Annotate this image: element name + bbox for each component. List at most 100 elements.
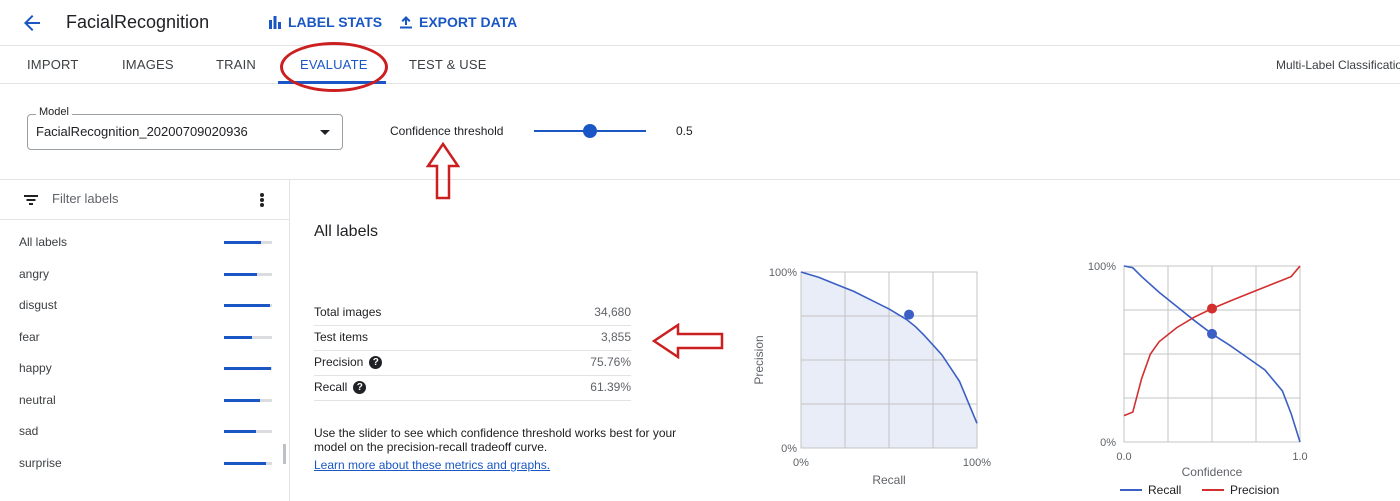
export-data-label: EXPORT DATA: [419, 14, 518, 30]
slider-thumb[interactable]: [583, 124, 597, 138]
metric-value: 75.76%: [590, 355, 631, 369]
tab-import[interactable]: IMPORT: [27, 57, 79, 72]
series-line-precision: [1123, 265, 1301, 417]
evaluate-tab-highlight-annotation: [280, 42, 388, 92]
more-vert-icon[interactable]: [257, 191, 267, 209]
label-score-bar: [224, 430, 272, 433]
label-name: surprise: [19, 456, 62, 470]
learn-more-link[interactable]: Learn more about these metrics and graph…: [314, 458, 551, 472]
y-axis-label: Precision: [752, 335, 766, 384]
tab-images[interactable]: IMAGES: [122, 57, 174, 72]
label-score-bar: [224, 462, 272, 465]
model-select-label: Model: [36, 106, 72, 118]
confidence-threshold-label: Confidence threshold: [390, 124, 504, 138]
tab-test-and-use[interactable]: TEST & USE: [409, 57, 487, 72]
label-score-fill: [224, 304, 271, 307]
precision-recall-chart: 100% 0% 0% 100% Recall Precision: [752, 267, 991, 487]
metric-value: 61.39%: [590, 380, 631, 394]
label-row-disgust[interactable]: disgust: [0, 292, 285, 320]
label-row-angry[interactable]: angry: [0, 261, 285, 289]
export-data-button[interactable]: EXPORT DATA: [399, 14, 517, 30]
metric-name: Precision?: [314, 355, 383, 369]
label-row-all-labels[interactable]: All labels: [0, 229, 285, 257]
label-score-fill: [224, 430, 256, 433]
help-icon[interactable]: ?: [369, 355, 383, 369]
x-axis-label: Confidence: [1182, 465, 1243, 479]
tab-train[interactable]: TRAIN: [216, 57, 256, 72]
metric-name-text: Precision: [314, 355, 364, 369]
label-score-bar: [224, 367, 272, 370]
label-score-bar: [224, 273, 272, 276]
metric-name: Test items: [314, 330, 368, 344]
legend-label-precision: Precision: [1230, 483, 1279, 497]
metric-row-precision: Precision? 75.76%: [314, 351, 631, 376]
label-score-fill: [224, 273, 257, 276]
label-score-bar: [224, 336, 272, 339]
metric-name: Recall?: [314, 380, 367, 394]
help-icon[interactable]: ?: [353, 380, 367, 394]
metric-name-text: Total images: [314, 305, 382, 319]
model-type-label: Multi-Label Classification: [1276, 58, 1400, 72]
y-tick-label: 100%: [769, 267, 797, 279]
x-axis-label: Recall: [872, 473, 905, 487]
filter-icon: [24, 195, 38, 205]
label-name: angry: [19, 267, 50, 281]
metric-row-test-items: Test items 3,855: [314, 326, 631, 351]
label-score-fill: [224, 399, 260, 402]
sidebar-scrollbar[interactable]: [283, 444, 286, 464]
upload-icon: [400, 16, 412, 29]
label-stats-label: LABEL STATS: [288, 14, 383, 30]
label-score-fill: [224, 336, 252, 339]
model-controls: Model FacialRecognition_20200709020936 C…: [0, 84, 1400, 200]
label-name: neutral: [19, 393, 56, 407]
confidence-threshold-slider[interactable]: [534, 121, 646, 141]
metric-value: 34,680: [594, 305, 631, 319]
label-row-fear[interactable]: fear: [0, 324, 285, 352]
model-select[interactable]: Model FacialRecognition_20200709020936: [27, 106, 343, 150]
arrow-left-icon: [24, 15, 40, 31]
description-text: Use the slider to see which confidence t…: [314, 426, 677, 454]
top-app-bar: FacialRecognition LABEL STATS EXPORT DAT…: [0, 0, 1400, 46]
tab-bar: IMPORT IMAGES TRAIN EVALUATE TEST & USE …: [0, 46, 1400, 84]
label-row-sad[interactable]: sad: [0, 418, 285, 446]
metric-row-recall: Recall? 61.39%: [314, 376, 631, 401]
x-tick-label: 0%: [793, 457, 809, 469]
x-tick-label: 1.0: [1292, 451, 1307, 463]
labels-sidebar: All labels angry disgust fear happy neut…: [0, 180, 290, 501]
model-select-value: FacialRecognition_20200709020936: [36, 124, 248, 139]
bar-chart-icon: [269, 16, 281, 29]
filter-labels-input[interactable]: [52, 191, 232, 206]
pr-threshold-marker: [904, 309, 915, 320]
label-name: disgust: [19, 298, 58, 312]
confidence-threshold-value: 0.5: [676, 124, 693, 138]
metric-name: Total images: [314, 305, 381, 319]
label-score-bar: [224, 304, 272, 307]
label-score-fill: [224, 462, 267, 465]
label-score-fill: [224, 367, 272, 370]
label-name: fear: [19, 330, 40, 344]
section-title: All labels: [314, 223, 379, 240]
label-score-bar: [224, 399, 272, 402]
pr-curve-line: [800, 271, 978, 424]
up-arrow-annotation: [426, 142, 460, 200]
y-tick-label: 0%: [1100, 437, 1116, 449]
label-row-surprise[interactable]: surprise: [0, 450, 285, 478]
threshold-marker-precision: [1207, 303, 1217, 314]
x-tick-label: 100%: [963, 457, 991, 469]
label-row-neutral[interactable]: neutral: [0, 387, 285, 415]
label-score-bar: [224, 241, 272, 244]
evaluation-panel: All labels Total images 34,680 Test item…: [290, 180, 1400, 501]
dataset-title: FacialRecognition: [66, 12, 210, 32]
y-tick-label: 0%: [781, 443, 797, 455]
filter-bar: [0, 180, 289, 220]
legend-label-recall: Recall: [1148, 483, 1181, 497]
metric-name-text: Test items: [314, 330, 369, 344]
label-stats-button[interactable]: LABEL STATS: [268, 14, 382, 30]
x-tick-label: 0.0: [1116, 451, 1131, 463]
label-row-happy[interactable]: happy: [0, 355, 285, 383]
label-name: sad: [19, 424, 39, 438]
label-score-fill: [224, 241, 262, 244]
metric-value: 3,855: [600, 330, 631, 344]
back-button[interactable]: [20, 11, 44, 35]
metrics-table: Total images 34,680 Test items 3,855 Pre…: [314, 301, 631, 401]
